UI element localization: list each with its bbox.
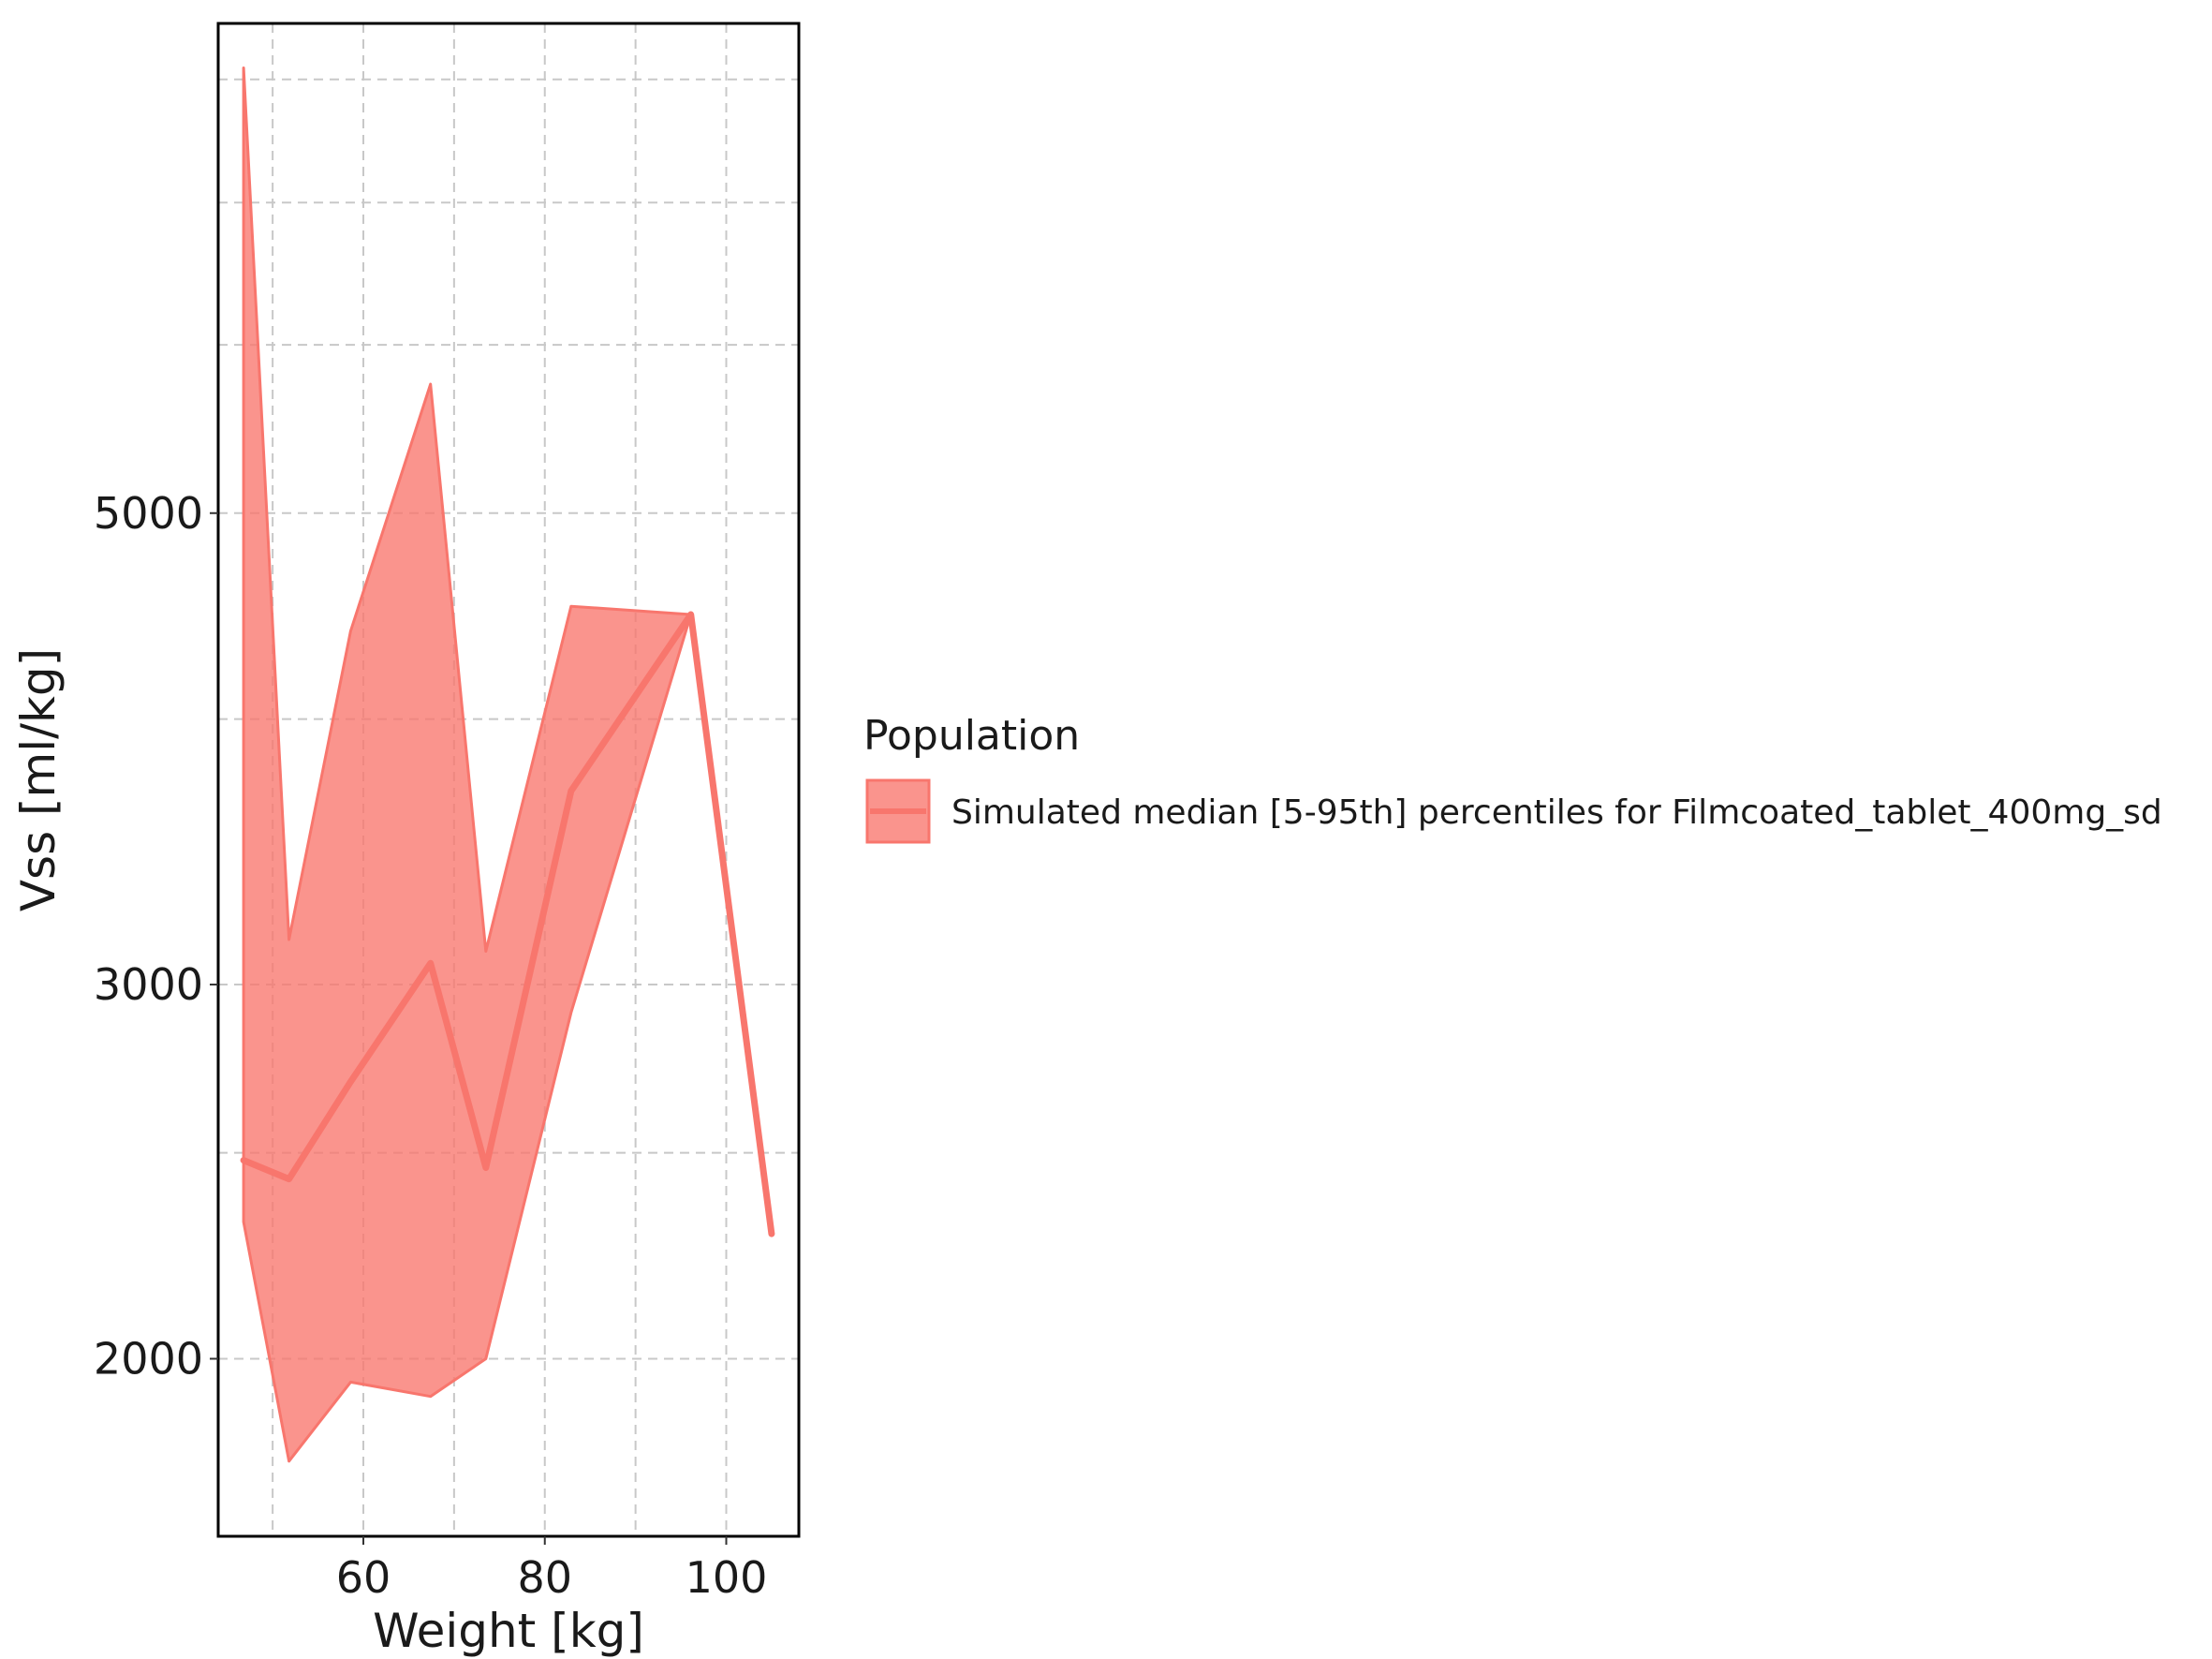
plot-frame [216, 22, 801, 1538]
percentile-band [242, 67, 774, 1463]
x-axis-ticks: 60 80 100 [336, 1536, 768, 1603]
median-line [240, 611, 775, 1237]
x-axis-title: Weight [kg] [373, 1604, 644, 1658]
legend-title: Population [863, 712, 1080, 760]
x-tick-label: 80 [517, 1552, 572, 1603]
y-axis-title: Vss [ml/kg] [11, 648, 66, 911]
y-tick-label: 5000 [94, 488, 203, 539]
x-tick-label: 60 [336, 1552, 391, 1603]
percentile-band-area [242, 67, 774, 1463]
y-axis-ticks: 2000 3000 5000 [94, 488, 218, 1384]
y-tick-label: 2000 [94, 1333, 203, 1384]
y-tick-label: 3000 [94, 959, 203, 1010]
legend: Population Simulated median [5-95th] per… [863, 712, 2162, 844]
x-tick-label: 100 [686, 1552, 768, 1603]
median-line-path [240, 611, 775, 1237]
legend-entry-label: Simulated median [5-95th] percentiles fo… [951, 793, 2162, 832]
